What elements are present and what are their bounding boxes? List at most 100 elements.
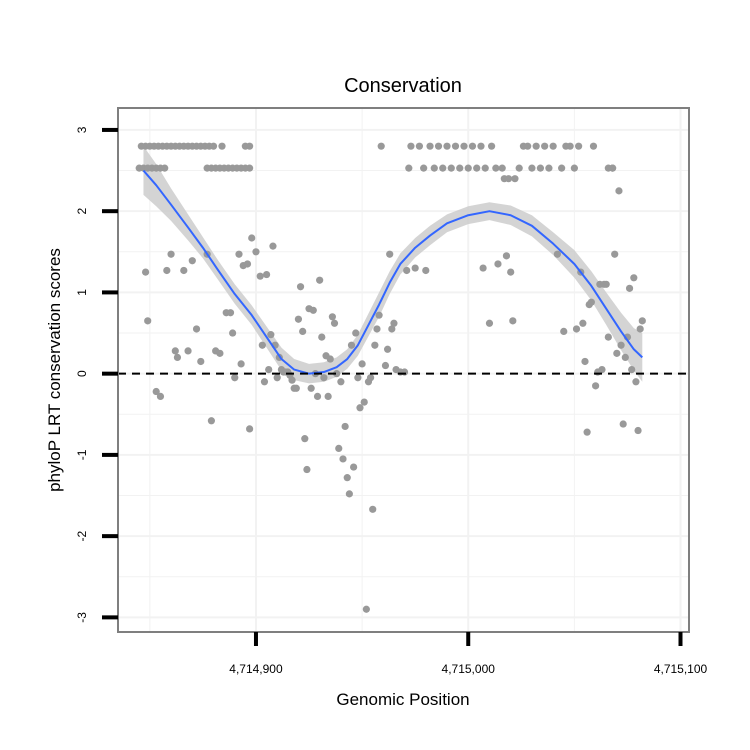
data-point-202 bbox=[619, 420, 627, 428]
data-point-68 bbox=[258, 341, 266, 349]
data-point-210 bbox=[636, 325, 644, 333]
data-point-180 bbox=[570, 164, 578, 172]
data-point-18 bbox=[218, 142, 226, 150]
y-axis-label: phyloP LRT conservation scores bbox=[45, 248, 64, 492]
data-point-60 bbox=[235, 250, 243, 258]
data-point-109 bbox=[345, 490, 353, 498]
gridlines bbox=[118, 108, 689, 632]
data-point-154 bbox=[481, 164, 489, 172]
data-point-181 bbox=[572, 325, 581, 333]
data-point-136 bbox=[411, 264, 419, 272]
data-point-209 bbox=[634, 426, 642, 435]
data-point-184 bbox=[579, 319, 587, 327]
data-point-157 bbox=[492, 164, 500, 172]
y-tick-label-4: -1 bbox=[75, 449, 89, 460]
data-point-49 bbox=[188, 257, 196, 265]
data-point-89 bbox=[303, 465, 311, 474]
data-point-114 bbox=[356, 404, 364, 412]
smooth-line-layer bbox=[142, 169, 643, 375]
data-point-150 bbox=[468, 142, 477, 150]
data-point-110 bbox=[347, 341, 356, 349]
data-point-103 bbox=[333, 370, 341, 378]
data-point-115 bbox=[358, 360, 366, 368]
scatter-points bbox=[135, 142, 646, 613]
data-point-84 bbox=[292, 384, 300, 392]
data-point-66 bbox=[252, 248, 260, 256]
data-point-141 bbox=[430, 164, 438, 172]
data-point-133 bbox=[403, 266, 411, 275]
data-point-63 bbox=[243, 260, 252, 268]
x-tick-label-1: 4,715,000 bbox=[442, 662, 496, 676]
data-point-143 bbox=[439, 164, 447, 172]
data-point-67 bbox=[256, 272, 264, 280]
smooth-line bbox=[142, 169, 643, 375]
data-point-213 bbox=[604, 164, 612, 172]
data-point-128 bbox=[388, 325, 396, 333]
data-point-105 bbox=[337, 378, 345, 386]
data-point-208 bbox=[632, 378, 640, 386]
data-point-175 bbox=[553, 250, 561, 258]
data-point-135 bbox=[407, 142, 415, 150]
data-point-196 bbox=[604, 333, 612, 341]
data-point-87 bbox=[299, 327, 307, 336]
data-point-59 bbox=[231, 374, 239, 382]
data-point-165 bbox=[511, 175, 519, 183]
chart-title: Conservation bbox=[344, 75, 462, 97]
data-point-168 bbox=[524, 142, 532, 150]
data-point-140 bbox=[426, 142, 434, 150]
data-point-125 bbox=[381, 361, 390, 370]
data-point-47 bbox=[180, 266, 188, 275]
data-point-107 bbox=[341, 422, 349, 431]
data-point-200 bbox=[615, 187, 623, 195]
data-point-129 bbox=[390, 319, 398, 327]
data-point-113 bbox=[354, 374, 362, 382]
data-point-95 bbox=[316, 276, 324, 284]
data-point-112 bbox=[352, 329, 360, 337]
data-point-170 bbox=[532, 142, 540, 150]
data-point-193 bbox=[598, 365, 606, 374]
data-point-172 bbox=[541, 142, 549, 150]
y-tick-label-6: -3 bbox=[75, 612, 89, 623]
data-point-97 bbox=[320, 374, 328, 382]
data-point-71 bbox=[265, 365, 273, 374]
data-point-151 bbox=[473, 164, 481, 172]
data-point-120 bbox=[369, 505, 377, 513]
data-point-72 bbox=[267, 331, 275, 339]
data-point-104 bbox=[335, 444, 343, 452]
data-point-94 bbox=[313, 392, 322, 401]
data-point-70 bbox=[262, 270, 271, 279]
data-point-20 bbox=[246, 142, 254, 150]
y-tick-label-5: -2 bbox=[75, 530, 89, 541]
data-point-111 bbox=[350, 463, 358, 471]
data-point-65 bbox=[248, 234, 256, 242]
data-point-61 bbox=[237, 360, 245, 368]
data-point-58 bbox=[229, 329, 237, 337]
data-point-38 bbox=[246, 164, 254, 172]
data-point-173 bbox=[545, 164, 553, 172]
data-point-153 bbox=[479, 264, 487, 272]
data-point-174 bbox=[549, 142, 557, 150]
data-point-43 bbox=[163, 266, 171, 275]
data-point-45 bbox=[171, 347, 179, 355]
confidence-ribbon-layer bbox=[143, 146, 643, 384]
data-point-101 bbox=[328, 313, 336, 321]
data-point-138 bbox=[420, 164, 428, 172]
data-point-161 bbox=[502, 252, 511, 260]
data-point-190 bbox=[592, 382, 600, 390]
data-point-82 bbox=[288, 376, 296, 384]
y-axis-ticks: 3 2 1 0 -1 -2 -3 bbox=[75, 126, 118, 623]
data-point-64 bbox=[246, 425, 254, 433]
data-point-207 bbox=[630, 274, 638, 282]
data-point-203 bbox=[621, 353, 629, 362]
data-point-205 bbox=[625, 284, 634, 292]
data-point-195 bbox=[602, 280, 610, 288]
x-axis-ticks: 4,714,900 4,715,000 4,715,100 bbox=[229, 632, 708, 676]
data-point-152 bbox=[477, 142, 485, 150]
data-point-55 bbox=[216, 349, 224, 357]
data-point-166 bbox=[515, 164, 523, 172]
data-point-198 bbox=[611, 250, 619, 258]
data-point-176 bbox=[558, 164, 566, 172]
data-point-46 bbox=[173, 353, 182, 362]
data-point-96 bbox=[318, 333, 326, 341]
